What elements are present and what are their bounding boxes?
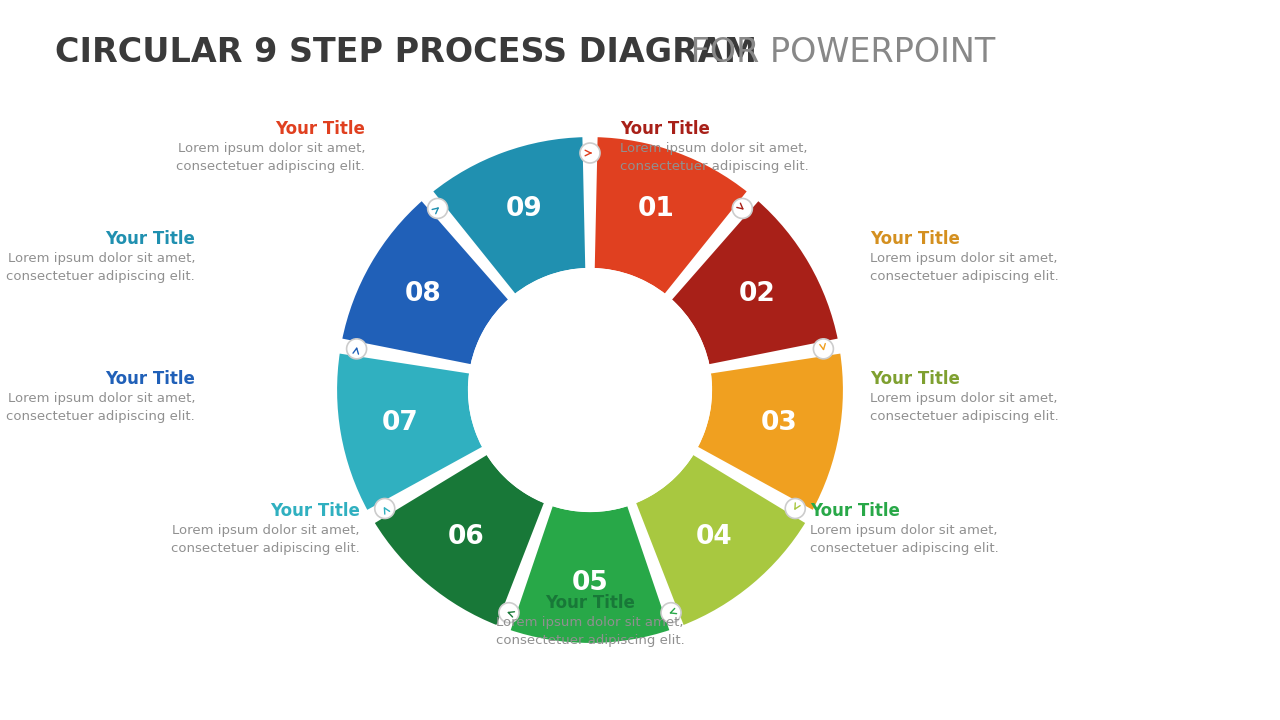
Text: Lorem ipsum dolor sit amet,
consectetuer adipiscing elit.: Lorem ipsum dolor sit amet, consectetuer… bbox=[6, 392, 195, 423]
Text: 06: 06 bbox=[448, 524, 485, 551]
Circle shape bbox=[580, 143, 600, 163]
Circle shape bbox=[660, 603, 681, 623]
Text: Your Title: Your Title bbox=[870, 370, 960, 388]
Wedge shape bbox=[593, 135, 750, 297]
Text: Your Title: Your Title bbox=[810, 502, 900, 520]
Text: 01: 01 bbox=[637, 196, 675, 222]
Text: 08: 08 bbox=[404, 281, 442, 307]
Text: Lorem ipsum dolor sit amet,
consectetuer adipiscing elit.: Lorem ipsum dolor sit amet, consectetuer… bbox=[172, 524, 360, 555]
Circle shape bbox=[732, 199, 753, 218]
Text: Lorem ipsum dolor sit amet,
consectetuer adipiscing elit.: Lorem ipsum dolor sit amet, consectetuer… bbox=[495, 616, 685, 647]
Text: FOR POWERPOINT: FOR POWERPOINT bbox=[680, 35, 996, 68]
Wedge shape bbox=[340, 198, 511, 366]
Text: Lorem ipsum dolor sit amet,
consectetuer adipiscing elit.: Lorem ipsum dolor sit amet, consectetuer… bbox=[810, 524, 998, 555]
Circle shape bbox=[347, 339, 366, 359]
Text: Lorem ipsum dolor sit amet,
consectetuer adipiscing elit.: Lorem ipsum dolor sit amet, consectetuer… bbox=[620, 142, 809, 173]
Circle shape bbox=[470, 270, 710, 510]
Circle shape bbox=[785, 498, 805, 518]
Wedge shape bbox=[372, 452, 547, 628]
Wedge shape bbox=[430, 135, 588, 297]
Text: Your Title: Your Title bbox=[870, 230, 960, 248]
Text: Your Title: Your Title bbox=[620, 120, 710, 138]
Wedge shape bbox=[508, 503, 672, 645]
Circle shape bbox=[428, 199, 448, 218]
Wedge shape bbox=[335, 351, 485, 513]
Text: Your Title: Your Title bbox=[105, 370, 195, 388]
Text: CIRCULAR 9 STEP PROCESS DIAGRAM: CIRCULAR 9 STEP PROCESS DIAGRAM bbox=[55, 35, 756, 68]
Text: Lorem ipsum dolor sit amet,
consectetuer adipiscing elit.: Lorem ipsum dolor sit amet, consectetuer… bbox=[870, 252, 1059, 283]
Text: Lorem ipsum dolor sit amet,
consectetuer adipiscing elit.: Lorem ipsum dolor sit amet, consectetuer… bbox=[870, 392, 1059, 423]
Circle shape bbox=[499, 603, 518, 623]
Text: Lorem ipsum dolor sit amet,
consectetuer adipiscing elit.: Lorem ipsum dolor sit amet, consectetuer… bbox=[6, 252, 195, 283]
Text: Your Title: Your Title bbox=[105, 230, 195, 248]
Text: 09: 09 bbox=[506, 196, 543, 222]
Text: 05: 05 bbox=[572, 570, 608, 595]
Wedge shape bbox=[669, 198, 840, 366]
Text: 07: 07 bbox=[381, 410, 419, 436]
Text: Your Title: Your Title bbox=[545, 594, 635, 612]
Text: Your Title: Your Title bbox=[270, 502, 360, 520]
Circle shape bbox=[813, 339, 833, 359]
Wedge shape bbox=[634, 452, 808, 628]
Circle shape bbox=[375, 498, 394, 518]
Text: Lorem ipsum dolor sit amet,
consectetuer adipiscing elit.: Lorem ipsum dolor sit amet, consectetuer… bbox=[177, 142, 365, 173]
Text: 03: 03 bbox=[762, 410, 797, 436]
Text: 02: 02 bbox=[739, 281, 776, 307]
Text: Your Title: Your Title bbox=[275, 120, 365, 138]
Text: 04: 04 bbox=[695, 524, 732, 551]
Wedge shape bbox=[695, 351, 845, 513]
